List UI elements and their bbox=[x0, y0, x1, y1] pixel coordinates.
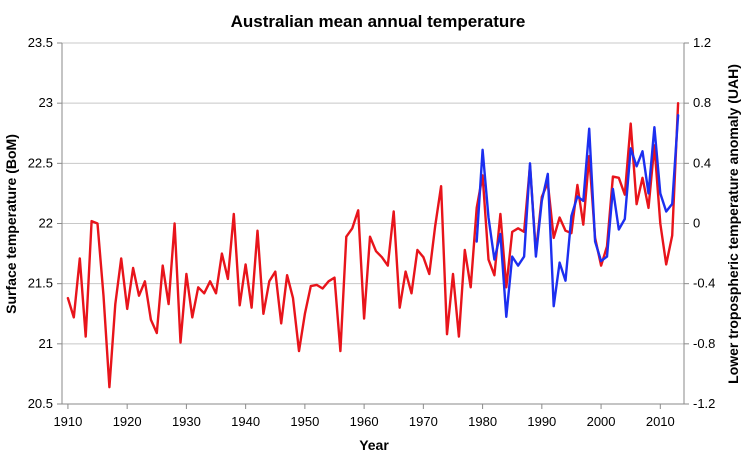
series-line-uah bbox=[475, 113, 680, 318]
x-axis-tick-label: 1940 bbox=[231, 414, 260, 429]
left-axis-tick-label: 20.5 bbox=[28, 396, 53, 411]
x-axis-tick-label: 1910 bbox=[53, 414, 82, 429]
right-axis-tick-label: -1.2 bbox=[693, 396, 715, 411]
left-axis-tick-label: 22.5 bbox=[28, 155, 53, 170]
right-axis-tick-label: -0.4 bbox=[693, 276, 715, 291]
axes: 20.5 21 21.5 22 22.5 23 23.5 -1.2 -0.8 -0.4 0 0.4 0.… bbox=[28, 35, 716, 429]
right-axis-tick-label: 1.2 bbox=[693, 35, 711, 50]
x-axis-tick-label: 1960 bbox=[350, 414, 379, 429]
right-axis-tick-label: 0.4 bbox=[693, 155, 711, 170]
x-axis-tick-label: 2010 bbox=[646, 414, 675, 429]
x-axis-tick-label: 1990 bbox=[527, 414, 556, 429]
x-axis-tick-label: 1950 bbox=[290, 414, 319, 429]
right-axis-tick-label: -0.8 bbox=[693, 336, 715, 351]
right-axis-tick-label: 0 bbox=[693, 216, 700, 231]
x-axis-tick-label: 1970 bbox=[409, 414, 438, 429]
right-axis-title: Lower tropospheric temperature anomaly (… bbox=[725, 64, 741, 384]
gridlines bbox=[62, 42, 684, 405]
x-axis-tick-label: 1920 bbox=[113, 414, 142, 429]
right-axis-tick-label: 0.8 bbox=[693, 95, 711, 110]
left-axis-tick-label: 23.5 bbox=[28, 35, 53, 50]
left-axis-tick-label: 21 bbox=[39, 336, 53, 351]
left-axis-tick-label: 22 bbox=[39, 216, 53, 231]
left-axis-tick-label: 23 bbox=[39, 95, 53, 110]
x-axis-tick-label: 1980 bbox=[468, 414, 497, 429]
left-axis-tick-label: 21.5 bbox=[28, 276, 53, 291]
left-axis-title: Surface temperature (BoM) bbox=[3, 134, 19, 314]
series-line-bom bbox=[66, 101, 680, 389]
x-axis-tick-label: 2000 bbox=[587, 414, 616, 429]
series-lines bbox=[66, 101, 680, 389]
x-axis-tick-label: 1930 bbox=[172, 414, 201, 429]
chart-title: Australian mean annual temperature bbox=[231, 12, 526, 31]
x-axis-title: Year bbox=[359, 437, 389, 453]
